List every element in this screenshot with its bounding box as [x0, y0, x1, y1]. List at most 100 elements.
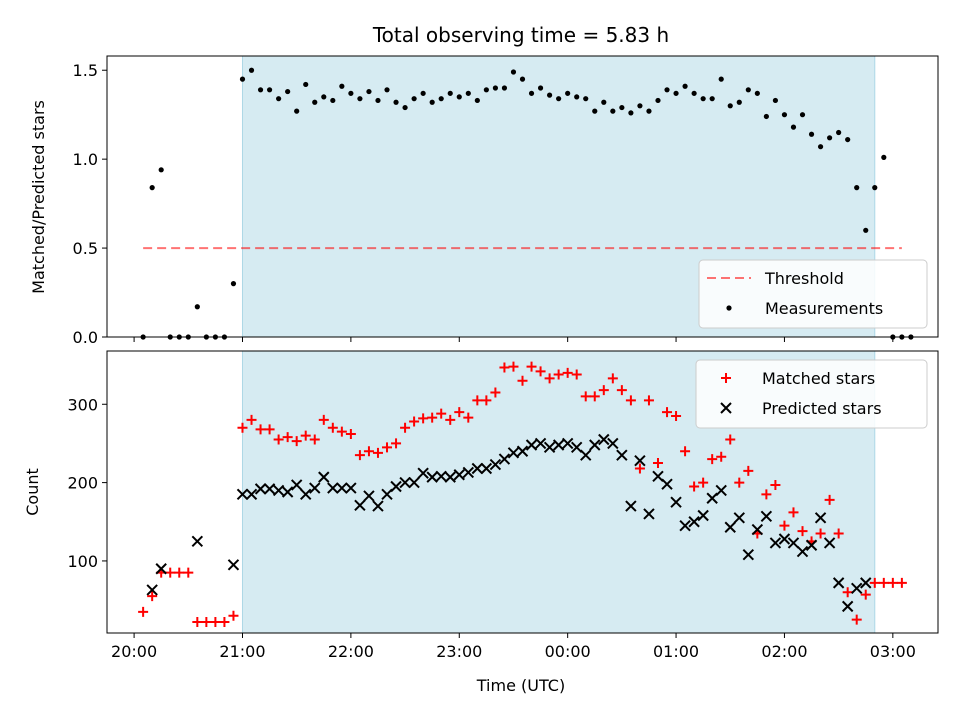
matched-star-point: [779, 520, 790, 531]
chart-title: Total observing time = 5.83 h: [372, 23, 669, 47]
legend-predicted-swatch: [720, 402, 732, 414]
measurement-point: [592, 108, 598, 114]
predicted-star-point: [552, 439, 565, 451]
predicted-star-point: [318, 471, 330, 483]
measurement-point: [438, 96, 444, 102]
measurement-point: [646, 108, 652, 114]
matched-star-point: [571, 369, 582, 380]
predicted-star-point: [570, 441, 583, 454]
predicted-star-point: [489, 458, 502, 471]
matched-star-point: [887, 577, 898, 588]
matched-star-point: [481, 395, 492, 406]
predicted-star-point: [841, 600, 854, 613]
measurement-point: [429, 99, 435, 105]
measurement-point: [565, 90, 571, 96]
predicted-star-point: [345, 482, 357, 494]
predicted-star-point: [363, 490, 375, 502]
predicted-star-point: [281, 486, 294, 498]
predicted-star-point: [254, 483, 267, 495]
bottom-y-tick-label: 100: [67, 552, 98, 571]
predicted-star-point: [661, 478, 673, 490]
matched-star-point: [436, 408, 447, 419]
matched-star-point: [490, 387, 501, 398]
predicted-star-point: [453, 469, 465, 481]
predicted-star-point: [733, 512, 745, 524]
predicted-star-point: [778, 533, 791, 545]
measurement-point: [700, 96, 706, 102]
matched-star-point: [788, 507, 799, 518]
measurement-point: [817, 144, 824, 150]
measurement-point: [420, 90, 426, 96]
measurement-point: [348, 90, 354, 96]
matched-star-point: [192, 617, 203, 628]
matched-star-point: [372, 447, 383, 458]
predicted-star-point: [381, 488, 393, 501]
matched-star-point: [409, 416, 420, 427]
matched-star-point: [707, 454, 718, 465]
measurement-point: [402, 104, 408, 111]
measurement-point: [239, 76, 246, 82]
predicted-star-point: [652, 470, 664, 483]
matched-star-point: [363, 446, 374, 457]
measurement-point: [637, 103, 643, 109]
measurement-point: [510, 69, 517, 75]
matched-star-point: [770, 479, 781, 490]
measurement-point: [501, 85, 508, 91]
bottom-y-tick-label: 300: [67, 395, 98, 414]
matched-star-point: [833, 528, 844, 539]
measurement-point: [257, 87, 264, 93]
matched-star-point: [309, 434, 320, 445]
matched-star-point: [391, 438, 402, 449]
measurement-point: [483, 87, 489, 93]
matched-star-point: [138, 606, 149, 617]
matched-star-point: [427, 412, 438, 423]
matched-star-point: [282, 432, 293, 443]
matched-star-point: [553, 369, 564, 380]
predicted-star-point: [516, 445, 529, 457]
bottom-legend: Matched stars Predicted stars: [695, 359, 928, 429]
predicted-star-point: [580, 449, 592, 461]
matched-star-point: [625, 395, 636, 406]
predicted-star-point: [561, 437, 574, 450]
predicted-star-point: [688, 516, 700, 528]
measurement-point: [827, 135, 833, 141]
predicted-star-point: [751, 523, 764, 536]
matched-star-point: [454, 407, 465, 418]
top-y-tick-label: 1.5: [73, 61, 98, 80]
measurement-point: [727, 103, 733, 109]
measurement-point: [194, 304, 200, 310]
matched-star-point: [336, 426, 347, 437]
matched-star-point: [174, 567, 185, 578]
predicted-star-point: [543, 441, 556, 454]
matched-star-point: [400, 422, 411, 433]
predicted-star-point: [390, 480, 402, 493]
measurement-point: [465, 90, 471, 96]
matched-star-point: [183, 567, 194, 578]
predicted-star-point: [823, 537, 836, 549]
predicted-star-point: [426, 471, 438, 483]
x-axis-label: Time (UTC): [476, 676, 565, 695]
measurement-point: [447, 90, 453, 96]
legend-entry-label: Matched stars: [762, 369, 875, 388]
measurement-point: [854, 185, 860, 191]
matched-star-point: [562, 367, 573, 378]
predicted-star-point: [227, 559, 240, 571]
measurement-point: [574, 94, 580, 100]
matched-star-point: [544, 373, 555, 384]
predicted-star-point: [742, 548, 755, 561]
predicted-star-point: [814, 512, 827, 524]
matched-star-point: [165, 567, 176, 578]
bottom-y-axis-label: Count: [23, 468, 42, 516]
measurement-point: [537, 85, 544, 91]
matched-star-point: [734, 477, 745, 488]
predicted-star-point: [155, 563, 167, 575]
measurement-point: [872, 185, 878, 191]
measurement-point: [718, 76, 724, 82]
matched-star-point: [345, 429, 356, 440]
legend-box: [695, 359, 928, 429]
measurement-point: [330, 97, 336, 104]
measurement-point: [149, 185, 155, 191]
predicted-star-point: [354, 499, 366, 512]
x-tick-label: 03:00: [870, 642, 916, 661]
predicted-star-point: [300, 488, 312, 501]
